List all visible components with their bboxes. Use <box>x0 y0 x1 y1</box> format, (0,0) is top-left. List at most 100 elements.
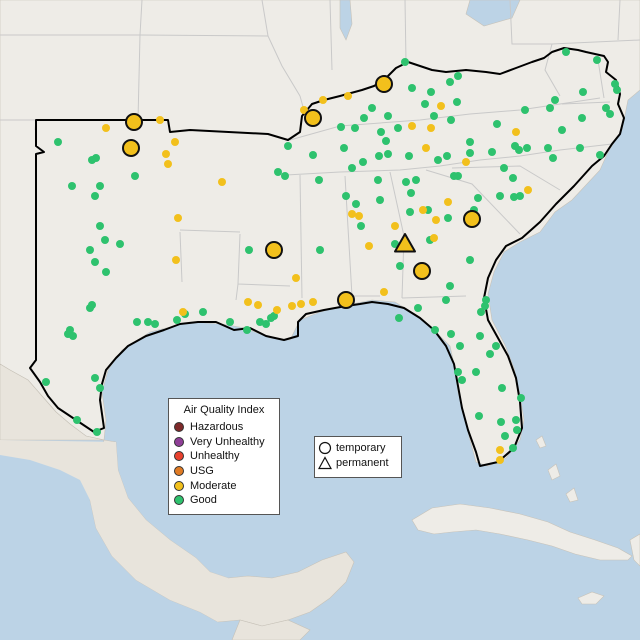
good-monitor-dot <box>466 256 474 264</box>
good-monitor-dot <box>509 444 517 452</box>
usg-swatch <box>174 466 184 477</box>
type-legend-temporary: temporary <box>315 440 401 455</box>
good-monitor-dot <box>375 152 383 160</box>
hispaniola <box>629 533 640 567</box>
aqi-legend-label: Hazardous <box>190 421 244 434</box>
good-monitor-dot <box>454 72 462 80</box>
good-monitor-dot <box>430 112 438 120</box>
good-monitor-dot <box>199 308 207 316</box>
moderate-monitor-dot <box>172 256 180 264</box>
good-monitor-dot <box>342 192 350 200</box>
central-america <box>231 619 311 640</box>
good-monitor-dot <box>496 192 504 200</box>
good-monitor-dot <box>101 236 109 244</box>
good-monitor-dot <box>453 98 461 106</box>
moderate-monitor-dot <box>288 302 296 310</box>
good-monitor-dot <box>443 152 451 160</box>
good-monitor-dot <box>337 123 345 131</box>
bahamas <box>535 435 579 503</box>
moderate-monitor-dot <box>218 178 226 186</box>
moderate-monitor-dot <box>422 144 430 152</box>
good-monitor-dot <box>405 152 413 160</box>
good-monitor-dot <box>501 432 509 440</box>
triangle-icon <box>318 455 332 469</box>
aqi-legend-label: USG <box>190 465 214 478</box>
monitor-type-legend: temporary permanent <box>314 436 402 478</box>
moderate-monitor-dot <box>344 92 352 100</box>
good-monitor-dot <box>549 154 557 162</box>
good-monitor-dot <box>401 58 409 66</box>
moderate-monitor-dot <box>162 150 170 158</box>
aqi-legend-item-hazardous: Hazardous <box>169 420 279 435</box>
good-monitor-dot <box>284 142 292 150</box>
moderate-monitor-dot <box>391 222 399 230</box>
good-monitor-dot <box>578 114 586 122</box>
aqi-legend-item-good: Good <box>169 493 279 508</box>
region-outline <box>29 47 625 467</box>
good-monitor-dot <box>256 318 264 326</box>
moderate-monitor-dot <box>512 128 520 136</box>
good-monitor-dot <box>384 150 392 158</box>
good-monitor-dot <box>602 104 610 112</box>
good-monitor-dot <box>377 128 385 136</box>
moderate-monitor-dot <box>432 216 440 224</box>
good-monitor-dot <box>544 144 552 152</box>
good-monitor-dot <box>144 318 152 326</box>
good-monitor-dot <box>551 96 559 104</box>
good-monitor-dot <box>91 258 99 266</box>
good-monitor-dot <box>481 302 489 310</box>
good-monitor-dot <box>131 172 139 180</box>
good-monitor-dot <box>133 318 141 326</box>
jamaica <box>577 591 605 605</box>
moderate-monitor-dot <box>462 158 470 166</box>
temporary-monitor-marker <box>375 75 393 93</box>
moderate-monitor-dot <box>174 214 182 222</box>
good-monitor-dot <box>368 104 376 112</box>
temporary-monitor-marker <box>463 210 481 228</box>
good-monitor-dot <box>54 138 62 146</box>
good-monitor-dot <box>394 124 402 132</box>
good-monitor-dot <box>523 144 531 152</box>
good-monitor-dot <box>173 316 181 324</box>
good-monitor-dot <box>359 158 367 166</box>
good-monitor-dot <box>396 262 404 270</box>
circle-icon <box>318 441 332 454</box>
temporary-monitor-marker <box>125 113 143 131</box>
good-swatch <box>174 495 184 506</box>
good-monitor-dot <box>96 384 104 392</box>
moderate-monitor-dot <box>297 300 305 308</box>
moderate-monitor-dot <box>273 306 281 314</box>
aqi-legend: Air Quality Index Hazardous Very Unhealt… <box>168 398 280 515</box>
temporary-monitor-marker <box>337 291 355 309</box>
aqi-legend-item-unhealthy: Unhealthy <box>169 449 279 464</box>
moderate-monitor-dot <box>309 298 317 306</box>
good-monitor-dot <box>466 138 474 146</box>
moderate-monitor-dot <box>319 96 327 104</box>
good-monitor-dot <box>498 384 506 392</box>
good-monitor-dot <box>606 110 614 118</box>
good-monitor-dot <box>412 176 420 184</box>
good-monitor-dot <box>447 330 455 338</box>
good-monitor-dot <box>442 296 450 304</box>
good-monitor-dot <box>456 342 464 350</box>
good-monitor-dot <box>512 416 520 424</box>
good-monitor-dot <box>86 304 94 312</box>
good-monitor-dot <box>316 246 324 254</box>
good-monitor-dot <box>593 56 601 64</box>
moderate-monitor-dot <box>179 308 187 316</box>
moderate-swatch <box>174 480 184 491</box>
aqi-legend-label: Very Unhealthy <box>190 435 265 448</box>
good-monitor-dot <box>384 112 392 120</box>
good-monitor-dot <box>474 194 482 202</box>
moderate-monitor-dot <box>496 456 504 464</box>
temporary-monitor-marker <box>122 139 140 157</box>
good-monitor-dot <box>281 172 289 180</box>
moderate-monitor-dot <box>348 210 356 218</box>
good-monitor-dot <box>414 304 422 312</box>
good-monitor-dot <box>434 156 442 164</box>
good-monitor-dot <box>374 176 382 184</box>
moderate-monitor-dot <box>380 288 388 296</box>
good-monitor-dot <box>340 144 348 152</box>
very-unhealthy-swatch <box>174 436 184 447</box>
